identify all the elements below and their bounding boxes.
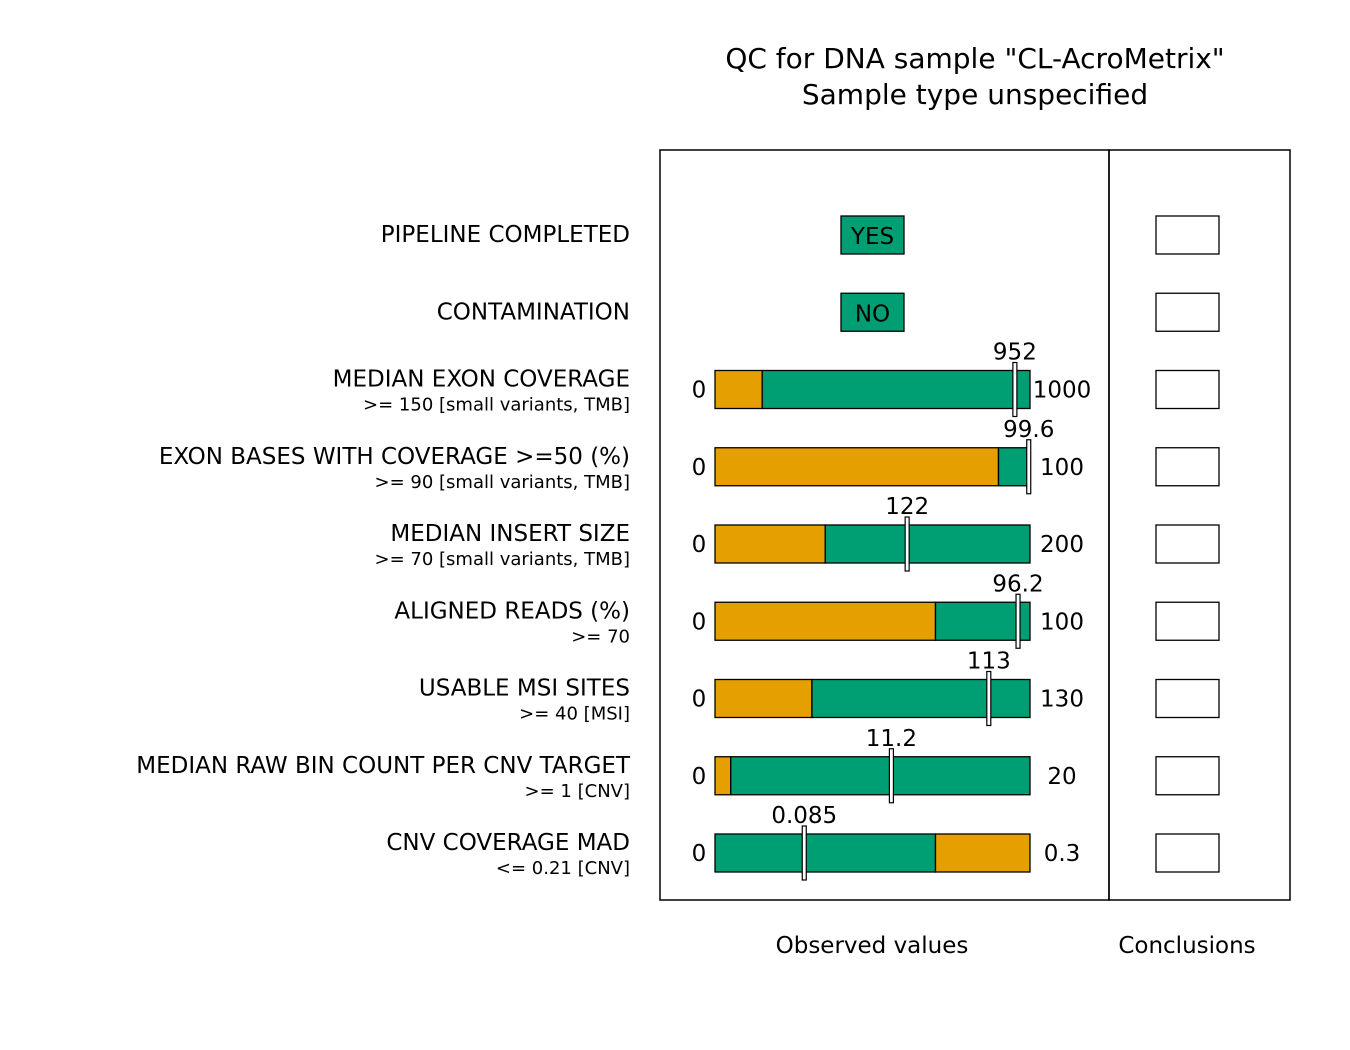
bar-segment-below-threshold (714, 369, 763, 410)
conclusions-label: Conclusions (1118, 933, 1255, 959)
chart-title-line1: QC for DNA sample "CL-AcroMetrix" (725, 42, 1224, 75)
axis-max-label: 20 (1047, 764, 1076, 790)
value-label: 0.085 (771, 803, 837, 829)
value-marker (904, 516, 910, 572)
bar-segment-below-threshold (714, 524, 826, 564)
bar-segment-above-threshold (761, 369, 1031, 410)
value-marker (986, 670, 992, 727)
flag-box (840, 215, 905, 255)
bar-segment-above-threshold (934, 601, 1031, 641)
bar-segment-above-threshold (730, 756, 1031, 796)
conclusion-box (1155, 447, 1220, 487)
axis-max-label: 200 (1040, 532, 1084, 558)
value-label: 952 (993, 340, 1037, 366)
axis-min-label: 0 (692, 455, 707, 481)
value-label: 122 (885, 494, 929, 520)
value-label: 113 (967, 649, 1011, 675)
flag-value: NO (855, 301, 890, 327)
bar-segment-above-threshold (824, 524, 1031, 564)
metric-threshold-note: >= 40 [MSI] (519, 704, 630, 725)
conclusion-box (1155, 833, 1220, 873)
axis-min-label: 0 (692, 609, 707, 635)
conclusion-box (1155, 678, 1220, 719)
metric-threshold-note: <= 0.21 [CNV] (496, 858, 630, 879)
flag-value: YES (850, 224, 894, 250)
bar-segment-below-threshold (714, 678, 813, 719)
metric-label: MEDIAN INSERT SIZE (390, 521, 630, 547)
axis-min-label: 0 (692, 532, 707, 558)
axis-max-label: 100 (1040, 455, 1084, 481)
axis-max-label: 100 (1040, 609, 1084, 635)
bar-segment-below-threshold (714, 601, 937, 641)
metric-label: ALIGNED READS (%) (394, 598, 630, 624)
axis-min-label: 0 (692, 764, 707, 790)
metric-label: USABLE MSI SITES (419, 676, 630, 702)
value-label: 99.6 (1003, 417, 1054, 443)
metric-label: PIPELINE COMPLETED (381, 222, 630, 248)
metric-threshold-note: >= 70 (571, 626, 630, 647)
bar-segment-below-threshold (714, 833, 937, 873)
metric-label: CONTAMINATION (437, 299, 630, 325)
axis-min-label: 0 (692, 687, 707, 713)
value-label: 11.2 (866, 726, 917, 752)
conclusion-box (1155, 369, 1220, 410)
observed-values-label: Observed values (776, 933, 969, 959)
axis-min-label: 0 (692, 841, 707, 867)
value-marker (1015, 593, 1021, 649)
conclusion-box (1155, 524, 1220, 564)
axis-max-label: 1000 (1033, 378, 1092, 404)
conclusion-box (1155, 756, 1220, 796)
conclusion-box (1155, 601, 1220, 641)
metric-label: MEDIAN RAW BIN COUNT PER CNV TARGET (136, 753, 631, 779)
bar-segment-above-threshold (997, 447, 1031, 487)
bar-segment-above-threshold (934, 833, 1031, 873)
bar-segment-below-threshold (714, 756, 732, 796)
metric-rows: PIPELINE COMPLETED YES CONTAMINATION NO MEDI… (136, 215, 1220, 881)
chart-title-line2: Sample type unspecified (802, 78, 1148, 111)
value-marker (1026, 439, 1032, 495)
metric-threshold-note: >= 150 [small variants, TMB] (363, 395, 630, 416)
conclusions-panel-frame (1108, 149, 1291, 901)
value-marker (1012, 361, 1018, 418)
metric-label: CNV COVERAGE MAD (386, 830, 630, 856)
axis-max-label: 130 (1040, 687, 1084, 713)
bar-segment-below-threshold (714, 447, 1000, 487)
metric-threshold-note: >= 70 [small variants, TMB] (375, 549, 631, 570)
value-label: 96.2 (992, 571, 1043, 597)
conclusion-box (1155, 292, 1220, 332)
bar-segment-above-threshold (811, 678, 1031, 719)
flag-box (840, 292, 905, 332)
metric-label: EXON BASES WITH COVERAGE >=50 (%) (159, 444, 630, 470)
metric-label: MEDIAN EXON COVERAGE (333, 367, 630, 393)
conclusion-box (1155, 215, 1220, 255)
axis-min-label: 0 (692, 378, 707, 404)
metric-threshold-note: >= 1 [CNV] (525, 781, 630, 802)
metric-threshold-note: >= 90 [small variants, TMB] (375, 472, 631, 493)
axis-max-label: 0.3 (1044, 841, 1081, 867)
value-marker (888, 748, 895, 804)
value-marker (801, 825, 807, 881)
